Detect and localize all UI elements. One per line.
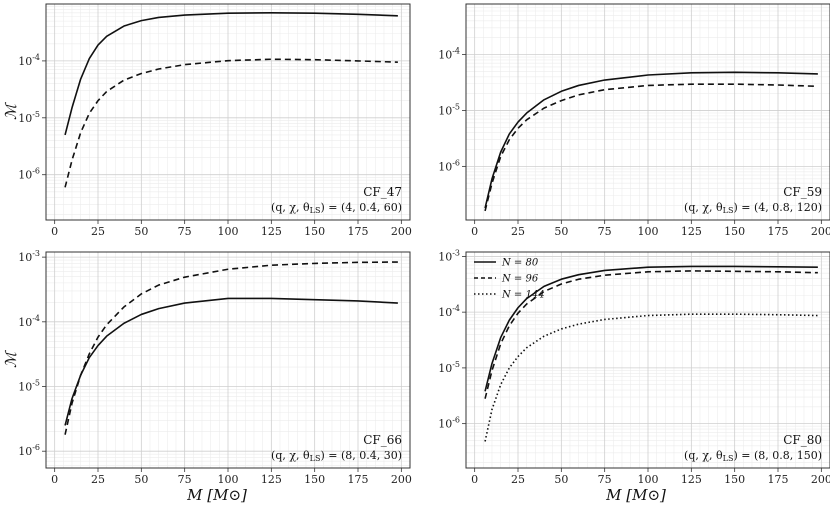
x-tick-label: 25 (511, 473, 525, 486)
panel-params: (q, χ, θLS) = (4, 0.4, 60) (271, 201, 402, 215)
y-tick-label: 10-5 (18, 379, 40, 394)
legend-label: N = 80 (501, 258, 539, 269)
x-tick-label: 200 (811, 473, 830, 486)
x-tick-label: 50 (134, 473, 148, 486)
x-tick-label: 25 (91, 225, 105, 238)
x-tick-label: 200 (811, 225, 830, 238)
x-tick-label: 50 (554, 225, 568, 238)
panel-params: (q, χ, θLS) = (8, 0.8, 150) (684, 449, 822, 463)
x-tick-label: 50 (554, 473, 568, 486)
x-tick-label: 125 (261, 225, 282, 238)
x-tick-label: 175 (348, 473, 369, 486)
x-tick-label: 75 (178, 473, 192, 486)
x-tick-label: 0 (471, 225, 478, 238)
y-tick-label: 10-6 (438, 416, 460, 431)
x-axis-label-left: M [M⊙] (186, 486, 247, 504)
x-tick-label: 0 (471, 473, 478, 486)
x-tick-label: 25 (511, 225, 525, 238)
x-tick-label: 125 (681, 473, 702, 486)
x-tick-label: 100 (218, 473, 239, 486)
series-line-solid (64, 297, 398, 426)
x-axis-label-right: M [M⊙] (605, 486, 666, 504)
series-line-dashed (484, 83, 818, 212)
series-line-dashed (484, 270, 818, 399)
x-tick-label: 150 (304, 225, 325, 238)
x-tick-label: 0 (51, 225, 58, 238)
x-tick-label: 175 (768, 473, 789, 486)
y-tick-label: 10-6 (438, 158, 460, 173)
x-tick-label: 150 (724, 473, 745, 486)
x-tick-label: 50 (134, 225, 148, 238)
x-tick-label: 175 (348, 225, 369, 238)
series-line-solid (64, 12, 398, 136)
x-tick-label: 100 (218, 225, 239, 238)
y-tick-label: 10-6 (18, 167, 40, 182)
series-line-solid (484, 71, 818, 209)
x-tick-label: 75 (598, 473, 612, 486)
x-tick-label: 125 (261, 473, 282, 486)
x-tick-label: 125 (681, 225, 702, 238)
series-line-dashed (64, 58, 398, 188)
y-axis-label-bottom: ℳ (2, 350, 20, 368)
panel-name: CF_66 (363, 433, 402, 447)
y-tick-label: 10-4 (18, 53, 40, 68)
panel-params: (q, χ, θLS) = (4, 0.8, 120) (684, 201, 822, 215)
series-line-solid (484, 265, 818, 392)
x-tick-label: 200 (391, 473, 412, 486)
panel-CF_80: 0 25 50 75 100 125 150 175 200 10-6 10-5 10-4 10-3 CF… (438, 248, 830, 486)
y-tick-label: 10-5 (438, 360, 460, 375)
y-tick-label: 10-4 (18, 314, 40, 329)
panel-CF_59: 0 25 50 75 100 125 150 175 200 10-6 10-5 10-4 CF_59 (… (438, 3, 830, 238)
x-tick-label: 150 (724, 225, 745, 238)
y-tick-label: 10-3 (438, 248, 460, 263)
x-tick-label: 150 (304, 473, 325, 486)
y-axis-label-top: ℳ (2, 102, 20, 120)
legend-label: N = 96 (501, 274, 539, 285)
x-tick-label: 25 (91, 473, 105, 486)
panel-name: CF_47 (363, 185, 402, 199)
panel-name: CF_80 (783, 433, 822, 447)
panel-CF_66: 0 25 50 75 100 125 150 175 200 10-6 10-5 10-4 10-3 CF… (18, 249, 412, 486)
y-tick-label: 10-4 (438, 47, 460, 62)
panel-name: CF_59 (783, 185, 822, 199)
x-tick-label: 75 (178, 225, 192, 238)
x-tick-label: 100 (638, 225, 659, 238)
x-tick-label: 175 (768, 225, 789, 238)
y-tick-label: 10-6 (18, 443, 40, 458)
y-tick-label: 10-4 (438, 304, 460, 319)
legend-label: N = 144 (501, 290, 545, 301)
panel-params: (q, χ, θLS) = (8, 0.4, 30) (271, 449, 402, 463)
y-tick-label: 10-5 (18, 110, 40, 125)
y-tick-label: 10-5 (438, 102, 460, 117)
x-tick-label: 0 (51, 473, 58, 486)
x-tick-label: 200 (391, 225, 412, 238)
y-tick-label: 10-3 (18, 249, 40, 264)
x-tick-label: 75 (598, 225, 612, 238)
series-line-dotted (484, 313, 818, 442)
x-tick-label: 100 (638, 473, 659, 486)
series-line-dashed (64, 261, 398, 435)
panel-CF_47: 0 25 50 75 100 125 150 175 200 10-6 10-5 10-4 CF_47 (… (18, 3, 412, 238)
panels-layer: 0 25 50 75 100 125 150 175 200 10-6 10-5 10-4 CF_47 (… (18, 3, 830, 486)
